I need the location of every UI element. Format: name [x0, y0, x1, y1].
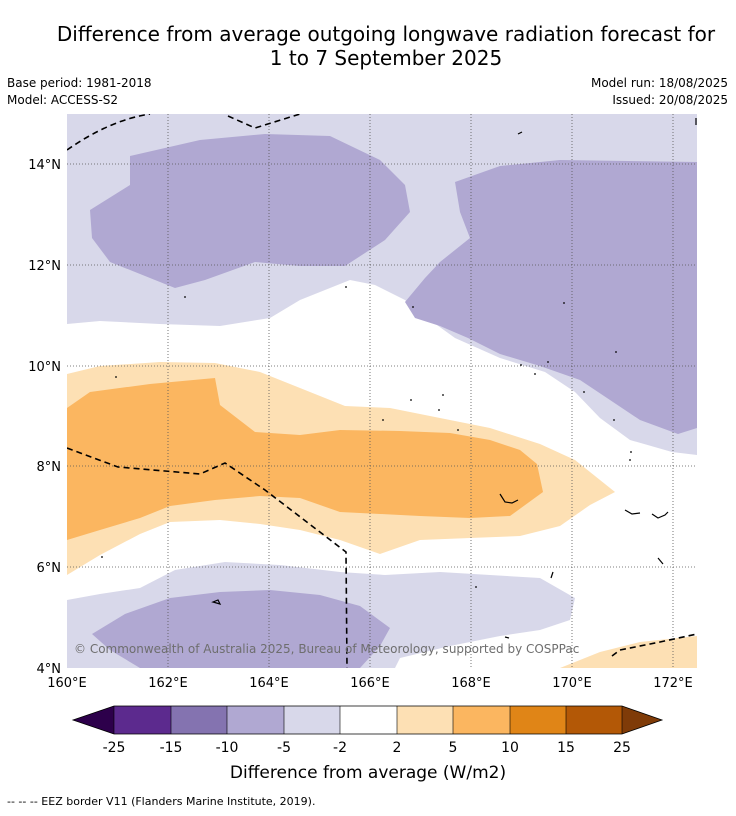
contour-medium-purple-nw — [90, 134, 410, 288]
lat-label: 14°N — [28, 158, 61, 173]
island-dots — [101, 286, 632, 588]
colorbar-tick: 2 — [393, 740, 402, 756]
lat-label: 6°N — [37, 561, 62, 576]
title-line-1: Difference from average outgoing longwav… — [56, 22, 716, 46]
lon-label: 166°E — [350, 676, 390, 691]
eez-border-lines — [67, 114, 697, 668]
colorbar-tick: 15 — [557, 740, 575, 756]
colorbar-swatch — [397, 706, 453, 734]
colorbar-max-arrow — [622, 706, 662, 734]
copyright-notice: © Commonwealth of Australia 2025, Bureau… — [74, 642, 579, 656]
lon-label: 160°E — [47, 676, 87, 691]
meta-right: Model run: 18/08/2025 Issued: 20/08/2025 — [591, 75, 728, 109]
lon-label: 164°E — [249, 676, 289, 691]
map-gridlines — [67, 114, 697, 668]
map-plot: © Commonwealth of Australia 2025, Bureau… — [67, 114, 697, 668]
lat-label: 4°N — [37, 662, 62, 677]
colorbar-swatch — [227, 706, 284, 734]
lon-label: 162°E — [148, 676, 188, 691]
lat-label: 10°N — [28, 360, 61, 375]
contour-medium-orange — [67, 378, 543, 540]
lon-label: 168°E — [451, 676, 491, 691]
latitude-labels: 14°N 12°N 10°N 8°N 6°N 4°N — [28, 158, 61, 677]
colorbar-label: Difference from average (W/m2) — [230, 763, 506, 783]
colorbar-tick: 25 — [613, 740, 631, 756]
eez-footnote: -- -- -- EEZ border V11 (Flanders Marine… — [7, 795, 316, 808]
model-run: Model run: 18/08/2025 — [590, 76, 728, 90]
lon-label: 172°E — [653, 676, 693, 691]
island-coastlines — [211, 118, 697, 639]
map-title: Difference from average outgoing longwav… — [0, 22, 736, 70]
colorbar-swatch — [566, 706, 622, 734]
colorbar-tick: 10 — [501, 740, 519, 756]
colorbar-tick: 5 — [449, 740, 458, 756]
colorbar-tick: -15 — [160, 740, 183, 756]
contour-medium-purple-east — [405, 160, 697, 434]
colorbar-swatch — [284, 706, 340, 734]
contour-light-orange-se — [560, 636, 697, 668]
colorbar-min-arrow — [73, 706, 114, 734]
longitude-labels: 160°E 162°E 164°E 166°E 168°E 170°E 172°… — [47, 676, 693, 691]
lon-label: 170°E — [552, 676, 592, 691]
base-period: Base period: 1981-2018 — [7, 76, 152, 90]
colorbar-tick: -25 — [103, 740, 126, 756]
model-name: Model: ACCESS-S2 — [7, 93, 119, 107]
issued-date: Issued: 20/08/2025 — [612, 93, 728, 107]
colorbar-tick: -10 — [216, 740, 239, 756]
lat-label: 8°N — [37, 460, 62, 475]
colorbar-swatch — [340, 706, 397, 734]
colorbar-tick: -2 — [333, 740, 347, 756]
colorbar-swatch — [510, 706, 566, 734]
colorbar-tick: -5 — [277, 740, 291, 756]
title-line-2: 1 to 7 September 2025 — [269, 46, 503, 70]
lat-label: 12°N — [28, 259, 61, 274]
colorbar: -25 -15 -10 -5 -2 2 5 10 15 25 Differenc… — [71, 705, 664, 783]
meta-left: Base period: 1981-2018 Model: ACCESS-S2 — [7, 75, 152, 109]
colorbar-swatch — [171, 706, 227, 734]
colorbar-swatch — [114, 706, 171, 734]
contour-medium-purple-south — [92, 590, 390, 668]
colorbar-swatch — [453, 706, 510, 734]
